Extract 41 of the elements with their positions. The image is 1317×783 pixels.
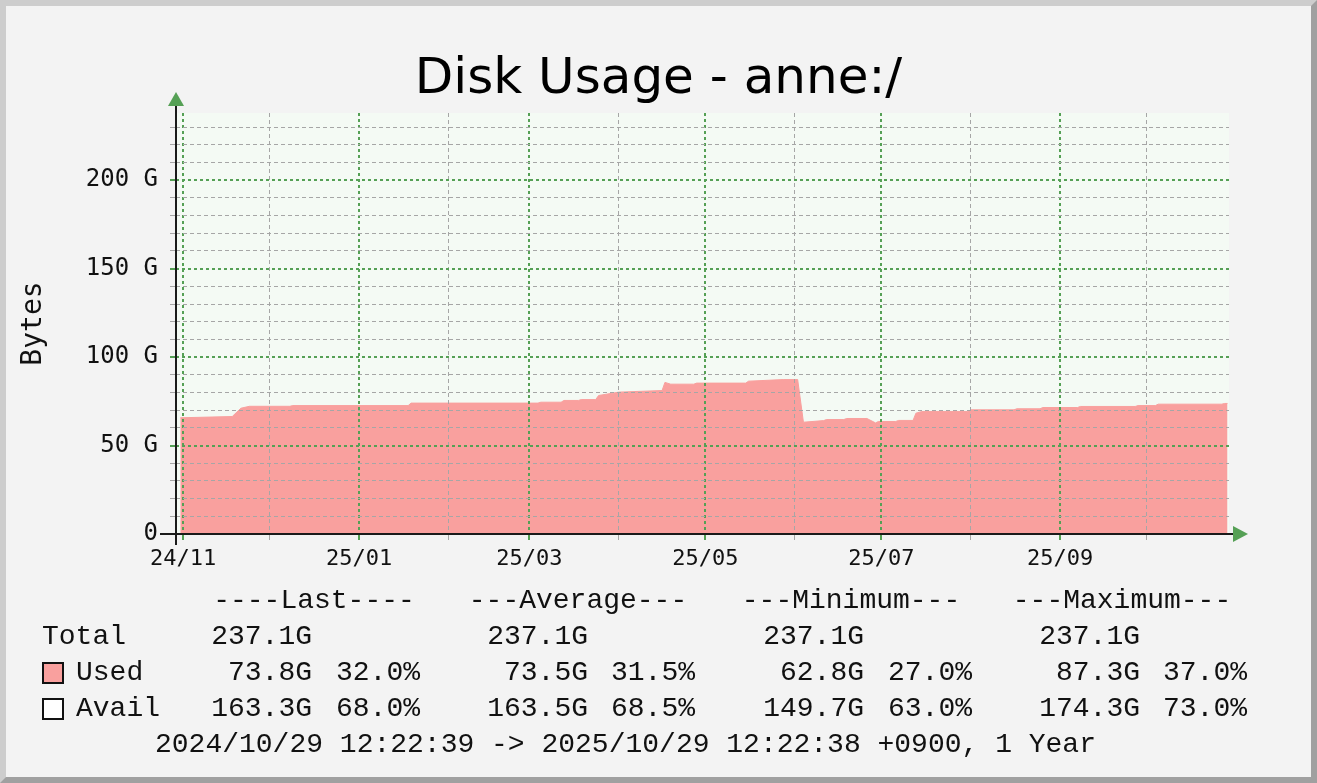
text: 68.0% <box>336 692 421 726</box>
text: 73.5G <box>503 656 588 690</box>
y-tick-label: 0 <box>143 518 158 547</box>
text: Avail <box>76 692 161 726</box>
text: ---Maximum--- <box>1012 584 1232 618</box>
x-tick-label: 24/11 <box>150 544 217 570</box>
text: ---Minimum--- <box>741 584 961 618</box>
text: 32.0% <box>336 656 421 690</box>
x-tick-label: 25/01 <box>326 544 393 570</box>
text: 73.0% <box>1163 692 1248 726</box>
text: 37.0% <box>1163 656 1248 690</box>
x-tick-label: 25/05 <box>672 544 739 570</box>
y-tick-label: 200 G <box>85 164 158 193</box>
y-tick-label: 100 G <box>85 341 158 370</box>
x-tick-label: 25/07 <box>848 544 915 570</box>
text: 73.8G <box>227 656 312 690</box>
text: 31.5% <box>611 656 696 690</box>
text: 237.1G <box>211 620 312 654</box>
text: ----Last---- <box>213 584 415 618</box>
text: 62.8G <box>779 656 864 690</box>
text: 163.5G <box>487 692 588 726</box>
text: 63.0% <box>888 692 973 726</box>
x-tick-label: 25/03 <box>496 544 563 570</box>
text: 27.0% <box>888 656 973 690</box>
text: 149.7G <box>763 692 864 726</box>
text: 2024/10/29 12:22:39 -> 2025/10/29 12:22:38 +0900, 1 Year <box>155 728 1096 762</box>
y-tick-label: 50 G <box>100 429 158 458</box>
chart-title: Disk Usage - anne:/ <box>414 46 903 106</box>
text: Total <box>42 620 127 654</box>
text: 237.1G <box>1039 620 1140 654</box>
text: 174.3G <box>1039 692 1140 726</box>
y-axis-title: Bytes <box>15 281 49 366</box>
text: 87.3G <box>1055 656 1140 690</box>
legend-label: Used <box>76 656 144 690</box>
text: 237.1G <box>763 620 864 654</box>
y-tick-label: 150 G <box>85 252 158 281</box>
text: 163.3G <box>211 692 312 726</box>
text: ---Average--- <box>468 584 688 618</box>
text: 237.1G <box>487 620 588 654</box>
text: 68.5% <box>611 692 696 726</box>
x-tick-label: 25/09 <box>1027 544 1094 570</box>
